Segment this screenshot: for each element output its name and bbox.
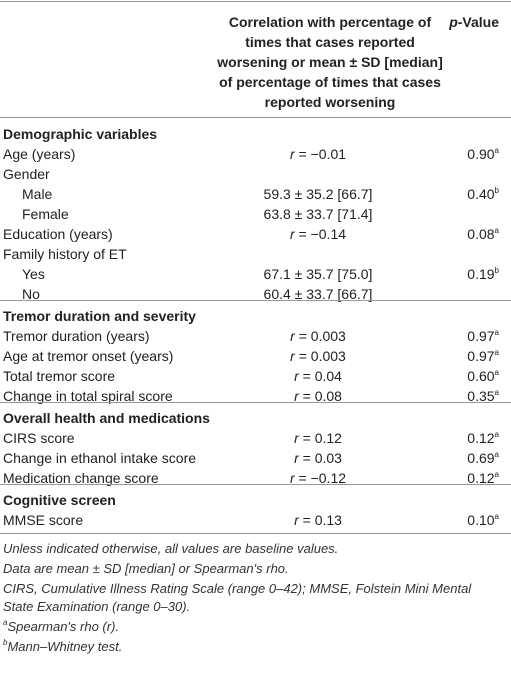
p-number: 0.35 bbox=[467, 388, 495, 404]
p-note: b bbox=[494, 266, 499, 275]
p-number: 0.97 bbox=[467, 348, 495, 364]
rule bbox=[0, 402, 511, 403]
p-number: 0.97 bbox=[467, 328, 495, 344]
p-note: a bbox=[494, 328, 499, 337]
row-label: Change in total spiral score bbox=[3, 388, 173, 404]
column-header: Correlation with percentage of times tha… bbox=[217, 14, 443, 110]
p-number: 0.08 bbox=[467, 226, 495, 242]
p-value: 0.12a bbox=[467, 428, 499, 448]
footnote: Data are mean ± SD [median] or Spearman'… bbox=[3, 561, 289, 576]
correlation: 59.3 ± 35.2 [66.7] bbox=[263, 186, 373, 202]
p-number: 0.10 bbox=[467, 512, 495, 528]
p-value: 0.19b bbox=[467, 264, 499, 284]
correlation: r = 0.04 bbox=[294, 368, 342, 384]
p-note: a bbox=[494, 146, 499, 155]
section-title: Tremor duration and severity bbox=[3, 308, 196, 324]
row-label: Tremor duration (years) bbox=[3, 328, 150, 344]
p-number: 0.60 bbox=[467, 368, 495, 384]
footnote: CIRS, Cumulative Illness Rating Scale (r… bbox=[3, 581, 472, 614]
correlation: r = 0.003 bbox=[290, 348, 346, 364]
p-value: 0.10a bbox=[467, 510, 499, 530]
row-label: Female bbox=[22, 206, 69, 222]
p-number: 0.40 bbox=[467, 186, 495, 202]
row-label: Family history of ET bbox=[3, 246, 127, 262]
rule bbox=[0, 1, 511, 2]
p-note: b bbox=[494, 186, 499, 195]
note-marker: b bbox=[3, 638, 8, 647]
section-title: Cognitive screen bbox=[3, 492, 116, 508]
row-label: Age at tremor onset (years) bbox=[3, 348, 174, 364]
column-header: p-Value bbox=[449, 14, 499, 30]
row-label: Education (years) bbox=[3, 226, 113, 242]
row-label: Age (years) bbox=[3, 146, 76, 162]
row-label: Change in ethanol intake score bbox=[3, 450, 197, 466]
rule bbox=[0, 117, 511, 118]
footnote: Unless indicated otherwise, all values a… bbox=[3, 541, 339, 556]
p-value: 0.12a bbox=[467, 468, 499, 488]
p-note: a bbox=[494, 226, 499, 235]
row-label: Medication change score bbox=[3, 470, 159, 486]
row-label: MMSE score bbox=[3, 512, 84, 528]
note-text: Mann–Whitney test. bbox=[7, 639, 123, 654]
correlation: 60.4 ± 33.7 [66.7] bbox=[263, 286, 373, 302]
p-value: 0.69a bbox=[467, 448, 499, 468]
p-value: 0.90a bbox=[467, 144, 499, 164]
p-note: a bbox=[494, 388, 499, 397]
rule bbox=[0, 533, 511, 534]
correlation: r = −0.01 bbox=[289, 146, 347, 162]
p-number: 0.12 bbox=[467, 430, 495, 446]
p-number: 0.19 bbox=[467, 266, 495, 282]
row-label: Total tremor score bbox=[3, 368, 116, 384]
p-number: 0.69 bbox=[467, 450, 495, 466]
correlation: r = 0.08 bbox=[294, 388, 342, 404]
section-title: Demographic variables bbox=[3, 126, 158, 142]
correlation: r = −0.12 bbox=[289, 470, 347, 486]
p-value: 0.08a bbox=[467, 224, 499, 244]
p-value: 0.40b bbox=[467, 184, 499, 204]
correlation: r = 0.003 bbox=[290, 328, 346, 344]
row-label: Yes bbox=[22, 266, 45, 282]
correlation: r = 0.12 bbox=[294, 430, 342, 446]
row-label: No bbox=[22, 286, 40, 302]
correlation: r = 0.03 bbox=[294, 450, 342, 466]
note-marker: a bbox=[3, 618, 8, 627]
row-label: CIRS score bbox=[3, 430, 75, 446]
section-title: Overall health and medications bbox=[3, 410, 210, 426]
p-note: a bbox=[494, 512, 499, 521]
correlation: 67.1 ± 35.7 [75.0] bbox=[263, 266, 373, 282]
row-label: Male bbox=[22, 186, 53, 202]
row-label: Gender bbox=[3, 166, 50, 182]
rule bbox=[0, 484, 511, 485]
correlation: 63.8 ± 33.7 [71.4] bbox=[263, 206, 373, 222]
p-note: a bbox=[494, 368, 499, 377]
note-text: Spearman's rho (r). bbox=[7, 619, 120, 634]
p-note: a bbox=[494, 430, 499, 439]
correlation: r = 0.13 bbox=[294, 512, 342, 528]
p-note: a bbox=[494, 450, 499, 459]
footnote: aSpearman's rho (r). bbox=[3, 618, 503, 636]
p-value: 0.97a bbox=[467, 346, 499, 366]
rule bbox=[0, 300, 511, 301]
footnote: bMann–Whitney test. bbox=[3, 638, 503, 656]
p-value: 0.97a bbox=[467, 326, 499, 346]
p-note: a bbox=[494, 348, 499, 357]
p-number: 0.90 bbox=[467, 146, 495, 162]
p-value: 0.60a bbox=[467, 366, 499, 386]
p-number: 0.12 bbox=[467, 470, 495, 486]
p-note: a bbox=[494, 470, 499, 479]
p-value: 0.35a bbox=[467, 386, 499, 406]
correlation: r = −0.14 bbox=[289, 226, 347, 242]
